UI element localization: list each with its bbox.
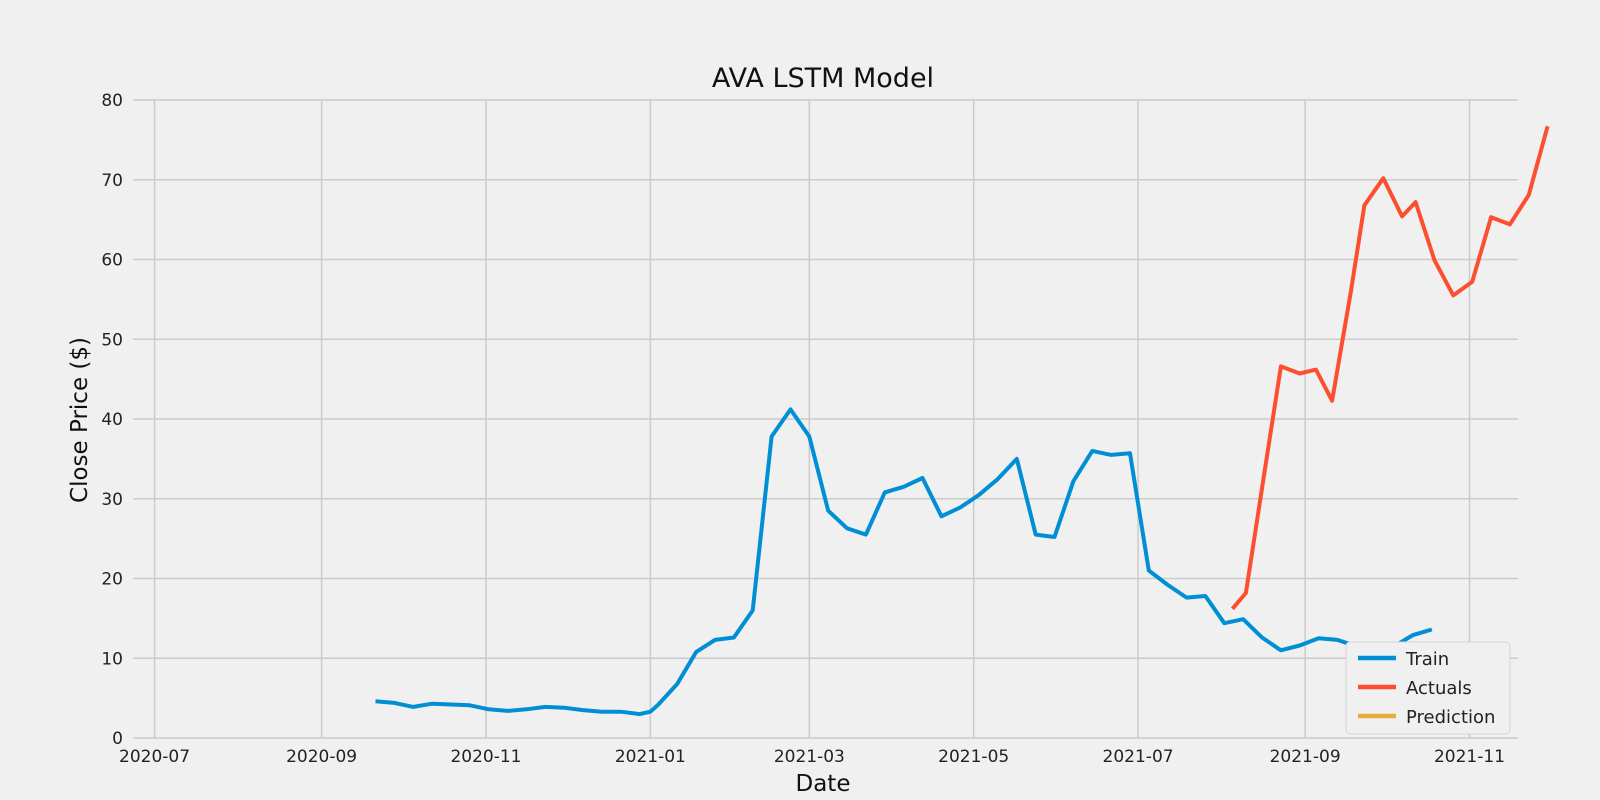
y-axis-ticks: 0 10 20 30 40 50 60 70 80 <box>101 91 123 749</box>
y-tick-label: 20 <box>101 570 123 590</box>
x-tick-label: 2021-07 <box>1103 747 1174 767</box>
y-tick-label: 60 <box>101 251 123 271</box>
legend: Train Actuals Prediction <box>1345 641 1511 735</box>
x-tick-label: 2021-11 <box>1434 747 1505 767</box>
grid <box>133 99 1518 739</box>
y-axis-title: Close Price ($) <box>67 337 93 503</box>
y-tick-label: 80 <box>101 91 123 111</box>
x-axis-title: Date <box>796 771 851 797</box>
series-line-actuals <box>1230 125 1550 611</box>
legend-label-train: Train <box>1405 649 1449 670</box>
x-axis-ticks: 2020-07 2020-09 2020-11 2021-01 2021-03 2021-… <box>119 747 1505 767</box>
series-line-train <box>375 407 1433 717</box>
y-tick-label: 50 <box>101 330 123 350</box>
x-tick-label: 2021-03 <box>774 747 845 767</box>
y-tick-label: 0 <box>112 729 123 749</box>
legend-label-prediction: Prediction <box>1406 707 1495 728</box>
x-tick-label: 2021-05 <box>938 747 1009 767</box>
x-tick-label: 2020-09 <box>286 747 357 767</box>
series-layer <box>375 125 1550 717</box>
y-tick-label: 10 <box>101 649 123 669</box>
x-tick-label: 2021-09 <box>1270 747 1341 767</box>
y-tick-label: 30 <box>101 490 123 510</box>
x-tick-label: 2021-01 <box>615 747 686 767</box>
x-tick-label: 2020-07 <box>119 747 190 767</box>
legend-label-actuals: Actuals <box>1406 678 1472 699</box>
y-tick-label: 40 <box>101 410 123 430</box>
chart-title: AVA LSTM Model <box>712 63 934 94</box>
legend-frame <box>1345 641 1511 735</box>
x-tick-label: 2020-11 <box>450 747 521 767</box>
y-tick-label: 70 <box>101 171 123 191</box>
